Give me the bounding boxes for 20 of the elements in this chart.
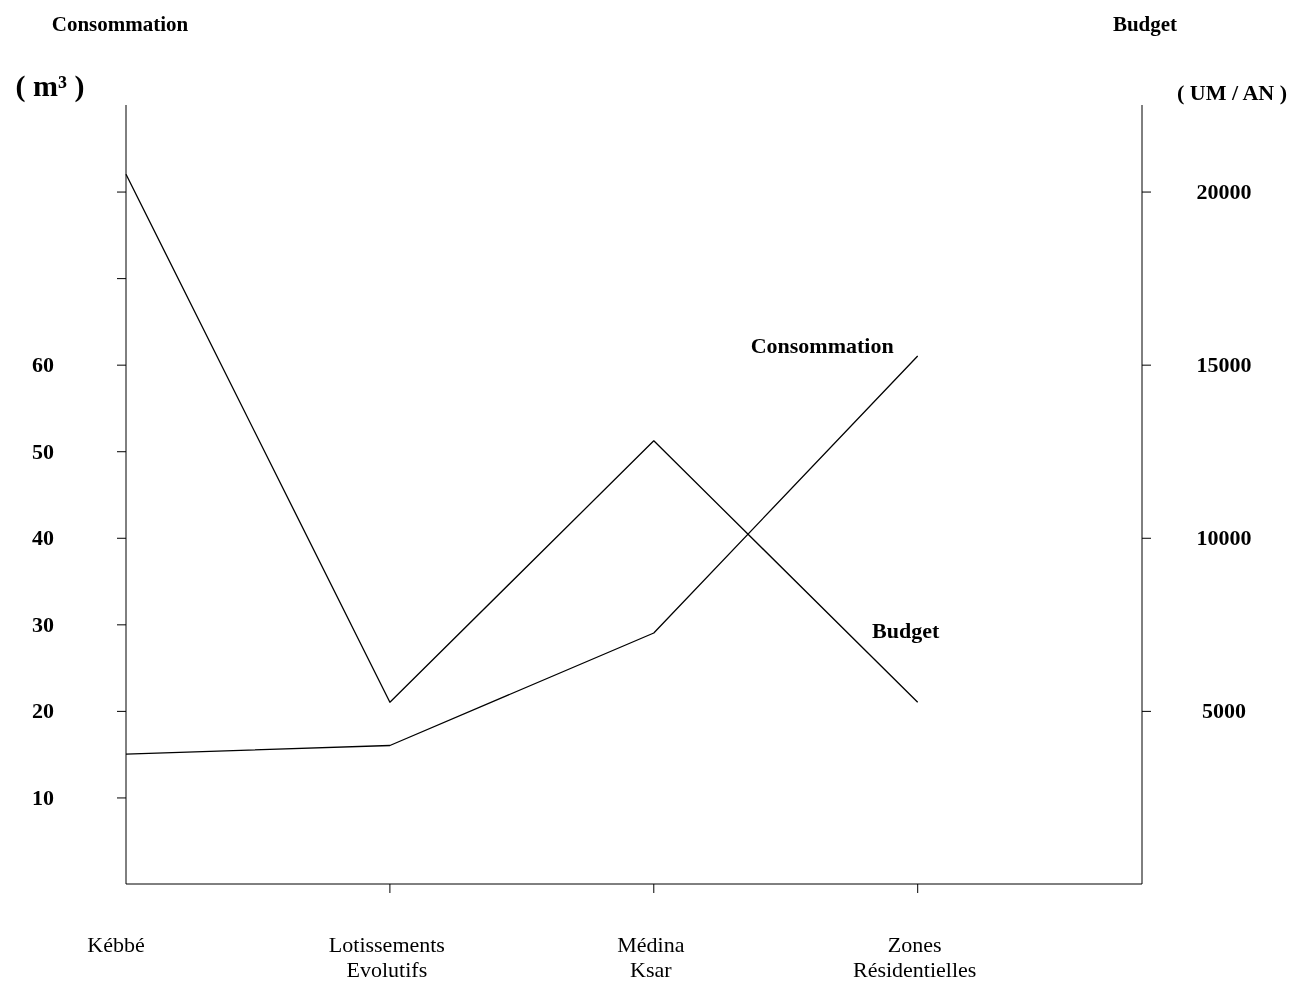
text: ( UM / AN ) xyxy=(1177,80,1287,105)
x-tick-label: Zones Résidentielles xyxy=(852,932,977,982)
y-axis-title: Consommation xyxy=(51,12,189,36)
series-label: Consommation xyxy=(750,333,894,359)
y-tick-label: 50 xyxy=(32,438,54,464)
x-tick-label: Médina Ksar xyxy=(617,932,685,982)
y2-tick-label: 10000 xyxy=(1196,525,1252,551)
y2-axis-title: Budget xyxy=(1112,12,1178,36)
y-tick-label: 30 xyxy=(32,611,54,637)
series-label: Budget xyxy=(872,618,940,644)
y-tick-label: 60 xyxy=(32,352,54,378)
text: ( m³ ) xyxy=(15,69,85,103)
y2-tick-label: 20000 xyxy=(1196,179,1252,205)
y-tick-label: 20 xyxy=(32,698,54,724)
x-tick-label: Lotissements Evolutifs xyxy=(328,932,445,982)
y2-tick-label: 5000 xyxy=(1202,698,1246,724)
y2-tick-label: 15000 xyxy=(1196,352,1252,378)
y-tick-label: 40 xyxy=(32,525,54,551)
x-tick-label: Kébbé xyxy=(87,932,145,957)
y-tick-label: 10 xyxy=(32,784,54,810)
